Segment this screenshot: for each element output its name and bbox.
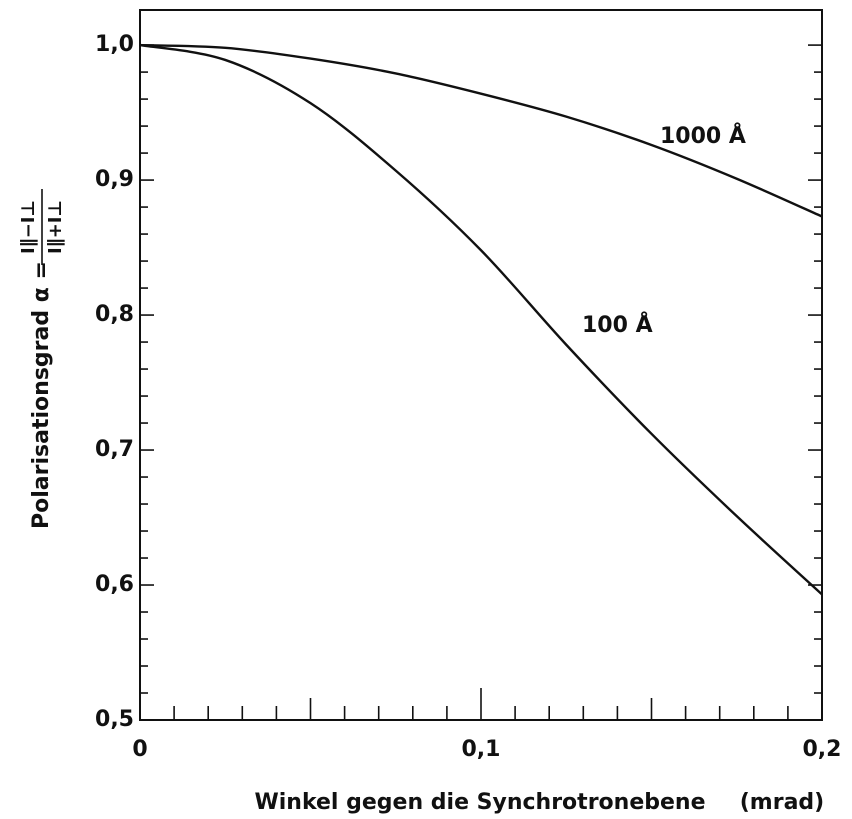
x-tick-label: 0 — [132, 737, 147, 762]
x-axis-unit: (mrad) — [740, 790, 824, 815]
y-tick-label: 0,9 — [95, 167, 134, 192]
y-tick-label: 0,8 — [95, 302, 134, 327]
x-tick-label: 0,1 — [462, 737, 501, 762]
x-tick-label: 0,2 — [803, 737, 842, 762]
y-tick-label: 0,7 — [95, 437, 134, 462]
series-line — [139, 43, 823, 596]
y-tick-label: 0,6 — [95, 572, 134, 597]
x-axis-label: Winkel gegen die Synchrotronebene — [255, 790, 706, 815]
series-line — [139, 43, 823, 218]
y-tick-label: 1,0 — [95, 32, 134, 57]
y-axis-label-group: Polarisationsgrad α = I∥−I⊥ I∥+I⊥ — [18, 189, 66, 529]
y-label-numerator: I∥−I⊥ — [18, 200, 39, 254]
y-tick-label: 0,5 — [95, 707, 134, 732]
series-label: 100 Å — [582, 312, 653, 338]
series-label: 1000 Å — [660, 123, 746, 149]
plot-frame — [139, 9, 823, 721]
y-axis-label: Polarisationsgrad α = — [29, 261, 54, 529]
y-label-denominator: I∥+I⊥ — [45, 200, 66, 254]
